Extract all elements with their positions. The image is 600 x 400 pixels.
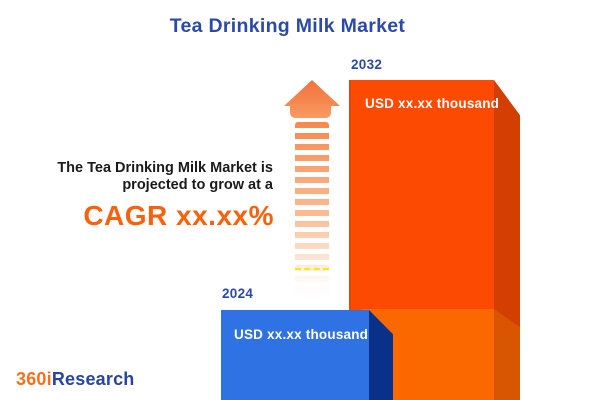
bar-2024-value-label: USD xx.xx thousand	[234, 327, 369, 342]
cagr-value: CAGR xx.xx%	[83, 200, 274, 231]
brand-logo-360i: 360i	[16, 369, 52, 389]
page-title: Tea Drinking Milk Market	[169, 15, 406, 37]
description-line-1: The Tea Drinking Milk Market is	[57, 160, 273, 176]
market-growth-description: The Tea Drinking Milk Market is projecte…	[0, 160, 273, 193]
bar-2032-value-label: USD xx.xx thousand	[365, 96, 500, 111]
description-line-2: projected to grow at a	[122, 176, 273, 193]
bar-2024-year-label: 2024	[222, 286, 254, 301]
bar-2024	[221, 310, 369, 400]
arrow-yellow-dash	[295, 268, 329, 270]
brand-logo: 360iResearch	[16, 369, 135, 390]
arrow-fade-stripes	[295, 122, 329, 298]
bar-2032-year-label: 2032	[351, 57, 383, 72]
brand-logo-research: Research	[51, 369, 135, 389]
arrow-up-head-icon	[284, 80, 340, 106]
arrow-up-neck	[290, 104, 331, 118]
